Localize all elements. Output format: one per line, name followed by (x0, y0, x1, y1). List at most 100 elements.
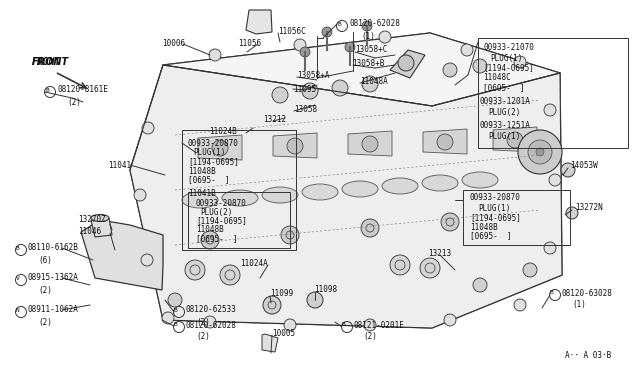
Circle shape (294, 39, 306, 51)
Text: 11048B: 11048B (470, 222, 498, 231)
Text: 08121-0201E: 08121-0201E (354, 321, 405, 330)
Ellipse shape (302, 184, 338, 200)
Text: 11099: 11099 (270, 289, 293, 298)
Text: [1194-0695]: [1194-0695] (470, 214, 521, 222)
Ellipse shape (382, 178, 418, 194)
Text: 11048B: 11048B (196, 225, 224, 234)
Text: 00933-1251A: 00933-1251A (479, 122, 530, 131)
Text: 08120-62028: 08120-62028 (349, 19, 400, 29)
Text: 08120-62533: 08120-62533 (186, 305, 237, 314)
Circle shape (518, 130, 562, 174)
Text: FRONT: FRONT (32, 57, 69, 67)
Text: [0695-  ]: [0695- ] (188, 176, 230, 185)
Text: (2): (2) (38, 285, 52, 295)
Circle shape (185, 260, 205, 280)
Polygon shape (262, 334, 278, 352)
Polygon shape (273, 133, 317, 158)
Text: 13213: 13213 (428, 250, 451, 259)
Text: 10005: 10005 (272, 328, 295, 337)
Polygon shape (163, 33, 560, 106)
Circle shape (220, 265, 240, 285)
Circle shape (362, 76, 378, 92)
Text: [1194-0695]: [1194-0695] (188, 157, 239, 167)
Text: N: N (16, 308, 20, 312)
Polygon shape (246, 10, 272, 34)
Text: [1194-0695]: [1194-0695] (196, 217, 247, 225)
Circle shape (444, 314, 456, 326)
Text: (6): (6) (38, 256, 52, 264)
Text: 13058+C: 13058+C (355, 45, 387, 55)
Circle shape (528, 140, 552, 164)
Text: PLUG(1): PLUG(1) (478, 203, 510, 212)
Text: FRONT: FRONT (32, 57, 61, 67)
Text: 11098: 11098 (314, 285, 337, 295)
Text: [0695-  ]: [0695- ] (483, 83, 525, 93)
Text: 11048A: 11048A (360, 77, 388, 87)
Text: 08120-62028: 08120-62028 (186, 321, 237, 330)
Ellipse shape (422, 175, 458, 191)
Circle shape (142, 122, 154, 134)
Text: PLUG(1): PLUG(1) (193, 148, 225, 157)
Circle shape (561, 163, 575, 177)
Text: B: B (337, 22, 340, 26)
Text: B: B (16, 246, 20, 250)
Text: 11041: 11041 (108, 160, 131, 170)
Text: 13058+A: 13058+A (297, 71, 330, 80)
Polygon shape (130, 65, 562, 328)
Circle shape (281, 226, 299, 244)
Text: 00933-21070: 00933-21070 (483, 44, 534, 52)
Polygon shape (81, 220, 163, 290)
Circle shape (473, 59, 487, 73)
Circle shape (461, 44, 473, 56)
Circle shape (204, 316, 216, 328)
Circle shape (390, 255, 410, 275)
Circle shape (544, 104, 556, 116)
Circle shape (168, 293, 182, 307)
Circle shape (209, 49, 221, 61)
Text: (1): (1) (572, 301, 586, 310)
Circle shape (514, 56, 526, 68)
Ellipse shape (222, 190, 258, 206)
Circle shape (514, 299, 526, 311)
Text: 13270Z: 13270Z (78, 215, 106, 224)
Circle shape (507, 132, 523, 148)
Circle shape (523, 263, 537, 277)
Ellipse shape (182, 192, 218, 208)
Circle shape (441, 213, 459, 231)
Text: (2): (2) (38, 317, 52, 327)
Text: PLUG(1): PLUG(1) (488, 131, 520, 141)
Polygon shape (198, 135, 242, 160)
Circle shape (379, 31, 391, 43)
Text: B: B (45, 87, 49, 93)
Polygon shape (348, 131, 392, 156)
Circle shape (361, 219, 379, 237)
Text: B: B (174, 323, 178, 327)
Text: 11024A: 11024A (240, 260, 268, 269)
Text: 11046: 11046 (78, 228, 101, 237)
Circle shape (302, 83, 318, 99)
Circle shape (345, 42, 355, 52)
Ellipse shape (342, 181, 378, 197)
Circle shape (362, 21, 372, 31)
Circle shape (364, 319, 376, 331)
Text: (2): (2) (196, 333, 210, 341)
Text: [0695-  ]: [0695- ] (470, 231, 511, 241)
Text: V: V (16, 276, 20, 280)
Circle shape (212, 140, 228, 156)
Text: 11095: 11095 (293, 84, 316, 93)
Ellipse shape (91, 215, 109, 221)
Text: 08915-1362A: 08915-1362A (28, 273, 79, 282)
Text: 11056: 11056 (238, 39, 261, 48)
Circle shape (284, 319, 296, 331)
Text: PLUG(2): PLUG(2) (200, 208, 232, 217)
Text: 11024B: 11024B (209, 128, 237, 137)
Text: 11056C: 11056C (278, 28, 306, 36)
Text: PLUG(1): PLUG(1) (490, 54, 522, 62)
Polygon shape (91, 218, 112, 237)
Text: 13272N: 13272N (575, 203, 603, 212)
Circle shape (162, 312, 174, 324)
Ellipse shape (262, 187, 298, 203)
Text: A·· A 03·B: A·· A 03·B (565, 352, 611, 360)
Circle shape (272, 87, 288, 103)
Text: 08120-8161E: 08120-8161E (57, 86, 108, 94)
